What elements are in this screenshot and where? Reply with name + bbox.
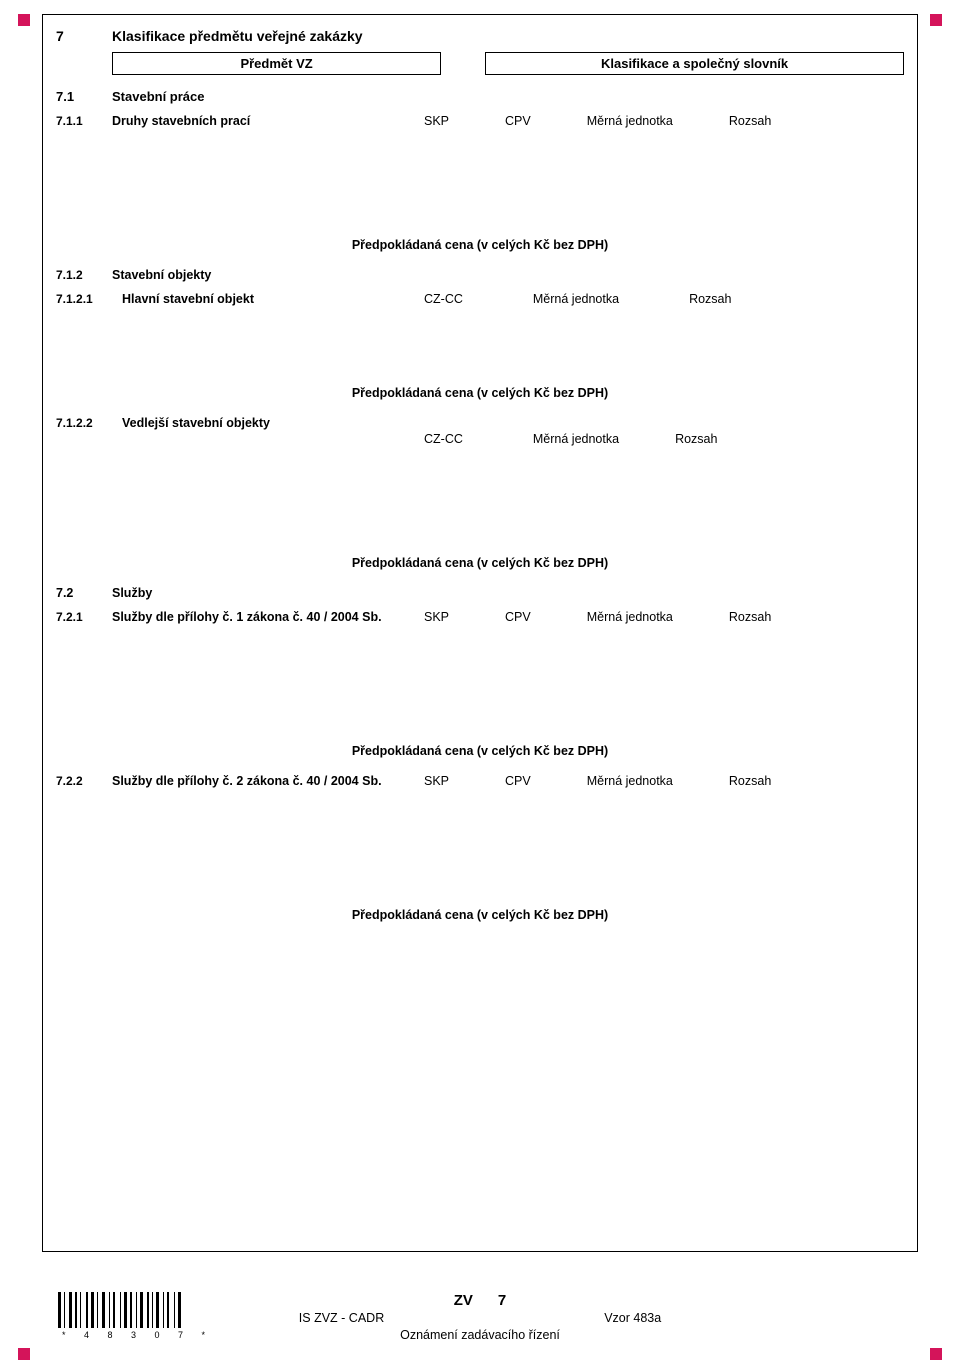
footer-zv: ZV 7 (0, 1292, 960, 1309)
header-box-predmet: Předmět VZ (112, 52, 441, 75)
col-rozsah: Rozsah (675, 432, 717, 446)
label-7-2-2: Služby dle přílohy č. 2 zákona č. 40 / 2… (112, 774, 424, 788)
section-number: 7 (56, 28, 112, 44)
num-7-2: 7.2 (56, 586, 112, 600)
col-merna: Měrná jednotka (533, 432, 619, 446)
header-box-klasifikace: Klasifikace a společný slovník (485, 52, 904, 75)
col-skp: SKP (424, 774, 449, 788)
page: 7 Klasifikace předmětu veřejné zakázky P… (0, 0, 960, 1372)
footer-page-num: 7 (498, 1292, 506, 1309)
col-rozsah: Rozsah (689, 292, 731, 306)
footer-right: Vzor 483a (604, 1311, 661, 1325)
col-rozsah: Rozsah (729, 774, 771, 788)
row-7-2-2: 7.2.2 Služby dle přílohy č. 2 zákona č. … (56, 774, 904, 788)
row-7-2: 7.2 Služby (56, 586, 904, 600)
pred-cena-4: Předpokládaná cena (v celých Kč bez DPH) (56, 744, 904, 758)
pred-cena-5: Předpokládaná cena (v celých Kč bez DPH) (56, 908, 904, 922)
cols-7-1-1: SKP CPV Měrná jednotka Rozsah (424, 114, 771, 128)
corner-marker (930, 1348, 942, 1360)
footer-line2: IS ZVZ - CADR Vzor 483a (0, 1311, 960, 1325)
pred-cena-1: Předpokládaná cena (v celých Kč bez DPH) (56, 238, 904, 252)
cols-7-1-2-2: CZ-CC Měrná jednotka Rozsah (424, 432, 904, 446)
col-rozsah: Rozsah (729, 114, 771, 128)
col-czcc: CZ-CC (424, 292, 463, 306)
cols-7-1-2-1: CZ-CC Měrná jednotka Rozsah (424, 292, 731, 306)
num-7-1: 7.1 (56, 89, 112, 104)
corner-marker (18, 1348, 30, 1360)
footer: ZV 7 IS ZVZ - CADR Vzor 483a Oznámení za… (0, 1292, 960, 1342)
label-7-1-1: Druhy stavebních prací (112, 114, 424, 128)
footer-zv-label: ZV (454, 1292, 473, 1309)
pred-cena-3: Předpokládaná cena (v celých Kč bez DPH) (56, 556, 904, 570)
col-cpv: CPV (505, 774, 531, 788)
title-7-1-2: Stavební objekty (112, 268, 211, 282)
col-rozsah: Rozsah (729, 610, 771, 624)
footer-left: IS ZVZ - CADR (299, 1311, 384, 1325)
label-7-1-2-2: Vedlejší stavební objekty (122, 416, 424, 430)
corner-marker (18, 14, 30, 26)
col-merna: Měrná jednotka (533, 292, 619, 306)
col-merna: Měrná jednotka (587, 774, 673, 788)
col-skp: SKP (424, 610, 449, 624)
pred-cena-2: Předpokládaná cena (v celých Kč bez DPH) (56, 386, 904, 400)
label-7-1-2-1: Hlavní stavební objekt (122, 292, 424, 306)
col-merna: Měrná jednotka (587, 610, 673, 624)
section-title: Klasifikace předmětu veřejné zakázky (112, 28, 363, 44)
num-7-2-2: 7.2.2 (56, 774, 112, 788)
num-7-1-2-2: 7.1.2.2 (56, 416, 122, 430)
row-7-1-2: 7.1.2 Stavební objekty (56, 268, 904, 282)
col-czcc: CZ-CC (424, 432, 463, 446)
content: 7 Klasifikace předmětu veřejné zakázky P… (56, 28, 904, 938)
label-7-2-1: Služby dle přílohy č. 1 zákona č. 40 / 2… (112, 610, 424, 624)
row-7-2-1: 7.2.1 Služby dle přílohy č. 1 zákona č. … (56, 610, 904, 624)
corner-marker (930, 14, 942, 26)
num-7-1-2-1: 7.1.2.1 (56, 292, 122, 306)
num-7-1-1: 7.1.1 (56, 114, 112, 128)
footer-bottom: Oznámení zadávacího řízení (0, 1328, 960, 1342)
header-boxes: Předmět VZ Klasifikace a společný slovní… (112, 52, 904, 75)
row-7-1-1: 7.1.1 Druhy stavebních prací SKP CPV Měr… (56, 114, 904, 128)
col-cpv: CPV (505, 114, 531, 128)
num-7-1-2: 7.1.2 (56, 268, 112, 282)
row-7-1-2-2: 7.1.2.2 Vedlejší stavební objekty (56, 416, 904, 430)
cols-7-2-2: SKP CPV Měrná jednotka Rozsah (424, 774, 771, 788)
title-7-1: Stavební práce (112, 89, 205, 104)
row-7-1: 7.1 Stavební práce (56, 89, 904, 104)
row-7-1-2-1: 7.1.2.1 Hlavní stavební objekt CZ-CC Měr… (56, 292, 904, 306)
title-7-2: Služby (112, 586, 152, 600)
cols-7-2-1: SKP CPV Měrná jednotka Rozsah (424, 610, 771, 624)
section-header: 7 Klasifikace předmětu veřejné zakázky (56, 28, 904, 44)
col-merna: Měrná jednotka (587, 114, 673, 128)
col-cpv: CPV (505, 610, 531, 624)
num-7-2-1: 7.2.1 (56, 610, 112, 624)
col-skp: SKP (424, 114, 449, 128)
